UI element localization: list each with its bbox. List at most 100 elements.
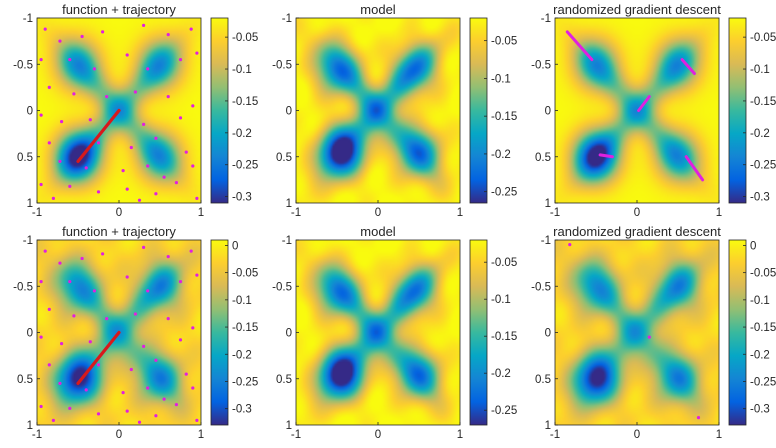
sample-point bbox=[568, 243, 572, 247]
x-tick-label: -1 bbox=[291, 207, 301, 219]
colorbar-tick-label: 0 bbox=[750, 240, 756, 252]
colorbar bbox=[210, 239, 229, 426]
colorbar-tick-label: -0.2 bbox=[491, 368, 511, 380]
sample-point bbox=[125, 187, 129, 191]
y-tick-label: -1 bbox=[23, 235, 33, 247]
y-tick-label: 1 bbox=[545, 420, 551, 432]
x-tick-label: -1 bbox=[550, 207, 560, 219]
sample-point bbox=[191, 164, 195, 168]
x-tick-label: 1 bbox=[457, 429, 463, 441]
y-tick-label: -0.5 bbox=[272, 59, 292, 71]
sample-point bbox=[142, 344, 146, 348]
sample-point bbox=[178, 280, 183, 284]
trajectory-line bbox=[76, 108, 121, 163]
sample-point bbox=[39, 182, 43, 187]
y-tick-label: -1 bbox=[282, 13, 292, 25]
sample-point bbox=[121, 169, 125, 173]
sample-point bbox=[80, 256, 84, 261]
panel-model-top: model-1 0 1-1-0.500.51-0.05-0.1-0.15-0.2-0… bbox=[272, 2, 517, 219]
colorbar-tick-label: -0.15 bbox=[491, 331, 517, 343]
sample-point bbox=[58, 261, 62, 265]
colorbar-tick-label: -0.25 bbox=[491, 405, 517, 417]
sample-point bbox=[195, 273, 199, 277]
x-tick-label: 0 bbox=[634, 207, 640, 219]
descent-segment bbox=[598, 153, 614, 159]
y-tick-label: -0.5 bbox=[531, 59, 551, 71]
colorbar-tick-label: -0.05 bbox=[491, 36, 517, 48]
sample-point bbox=[174, 181, 178, 185]
sample-point bbox=[47, 363, 51, 367]
colorbar bbox=[728, 17, 747, 204]
y-tick-label: 1 bbox=[27, 198, 33, 210]
sample-point bbox=[43, 27, 47, 31]
panel-title: function + trajectory bbox=[62, 2, 176, 17]
panel-title: randomized gradient descent bbox=[553, 2, 721, 17]
descent-segment bbox=[565, 30, 594, 62]
sample-point bbox=[84, 388, 88, 392]
sample-point bbox=[166, 255, 170, 259]
sample-point bbox=[195, 196, 199, 200]
sample-point bbox=[146, 164, 150, 168]
y-tick-label: 0 bbox=[286, 106, 292, 118]
sample-point bbox=[696, 416, 701, 420]
y-tick-label: -1 bbox=[541, 13, 551, 25]
sample-point bbox=[166, 95, 170, 99]
x-tick-label: 1 bbox=[198, 207, 204, 219]
panel-title: function + trajectory bbox=[62, 224, 176, 239]
sample-point bbox=[189, 27, 193, 31]
sample-point bbox=[96, 412, 101, 416]
sample-point bbox=[105, 95, 109, 99]
sample-point bbox=[72, 92, 76, 96]
sample-point bbox=[189, 249, 193, 253]
colorbar-tick-label: -0.1 bbox=[491, 294, 511, 306]
heatmap-image bbox=[296, 240, 460, 425]
sample-point bbox=[84, 166, 88, 170]
colorbar-tick-label: -0.05 bbox=[232, 32, 258, 44]
sample-point bbox=[154, 192, 158, 196]
colorbar-tick-label: -0.2 bbox=[232, 128, 252, 140]
colorbar-tick-label: -0.15 bbox=[232, 322, 258, 334]
colorbar-tick-label: -0.05 bbox=[491, 257, 517, 269]
sample-point bbox=[195, 51, 199, 55]
colorbar-tick-label: -0.1 bbox=[491, 73, 511, 85]
colorbar-tick-label: -0.3 bbox=[750, 192, 770, 204]
sample-point bbox=[178, 338, 183, 342]
x-tick-label: 0 bbox=[116, 429, 122, 441]
colorbar bbox=[210, 17, 229, 204]
colorbar-tick-label: -0.1 bbox=[232, 295, 252, 307]
x-tick-label: 1 bbox=[716, 207, 722, 219]
sample-point bbox=[142, 23, 146, 27]
colorbar-tick-label: -0.15 bbox=[232, 96, 258, 108]
y-tick-label: 0 bbox=[27, 106, 33, 118]
sample-point bbox=[137, 420, 142, 424]
sample-point bbox=[162, 397, 166, 401]
colorbar-tick-label: -0.15 bbox=[491, 111, 517, 123]
descent-segment bbox=[684, 155, 705, 182]
sample-point bbox=[146, 67, 150, 71]
panel-title: model bbox=[360, 224, 396, 239]
y-tick-label: 0 bbox=[545, 106, 551, 118]
colorbar-tick-label: -0.3 bbox=[232, 404, 252, 416]
sample-point bbox=[47, 141, 51, 145]
y-tick-label: 0 bbox=[27, 328, 33, 340]
y-tick-label: -0.5 bbox=[272, 281, 292, 293]
x-tick-label: -1 bbox=[291, 429, 301, 441]
x-tick-label: 1 bbox=[716, 429, 722, 441]
panel-function-trajectory-bottom: function + trajectory-1 0 1-1-0.500.510-0.… bbox=[13, 224, 258, 441]
sample-point bbox=[51, 418, 56, 422]
sample-point bbox=[166, 317, 170, 321]
sample-point bbox=[154, 358, 158, 362]
sample-point bbox=[101, 252, 105, 256]
sample-point bbox=[142, 245, 146, 249]
panel-model-bottom: model-1 0 1-1-0.500.51-0.05-0.1-0.15-0.2-0… bbox=[272, 224, 517, 441]
descent-segment bbox=[637, 95, 651, 112]
colorbar-tick-label: 0 bbox=[232, 240, 238, 252]
sample-point bbox=[88, 340, 92, 344]
sample-point bbox=[146, 289, 150, 293]
colorbar bbox=[469, 239, 488, 426]
sample-point bbox=[39, 58, 43, 62]
x-tick-label: -1 bbox=[32, 207, 42, 219]
sample-point bbox=[154, 136, 158, 140]
sample-point bbox=[68, 184, 72, 188]
sample-point bbox=[68, 406, 72, 410]
